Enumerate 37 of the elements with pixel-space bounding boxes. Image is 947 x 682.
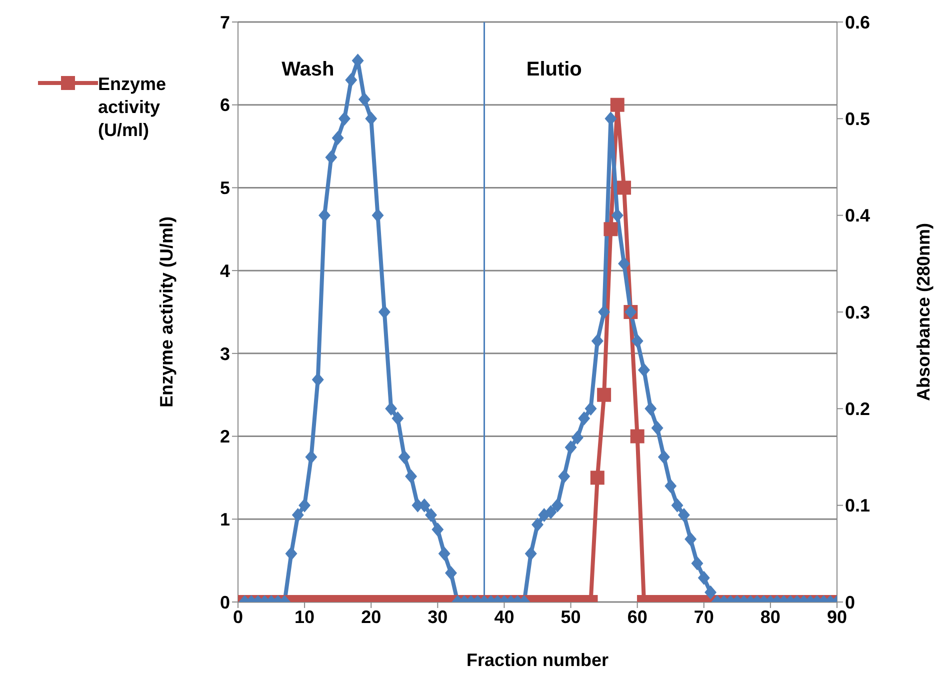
y-tick-label: 5: [220, 178, 230, 198]
point: [590, 470, 604, 485]
y-tick-label: 0: [220, 592, 230, 612]
y-tick-label: 1: [220, 510, 230, 530]
x-tick-label: 90: [826, 606, 848, 627]
x-tick-label: 80: [760, 606, 780, 627]
point: [610, 98, 624, 112]
x-tick-label: 20: [361, 606, 382, 627]
y-tick-label: 7: [220, 12, 230, 32]
y2-tick-label: 0.2: [845, 399, 870, 420]
x-tick-label: 60: [627, 606, 648, 627]
x-tick-label: 70: [694, 606, 714, 627]
legend-label: Enzyme activity (U/ml): [98, 73, 168, 142]
annotation: Elutio: [526, 58, 582, 82]
x-tick-label: 50: [560, 606, 581, 627]
x-tick-label: 30: [428, 606, 448, 627]
point: [604, 222, 618, 236]
x-tick-label: 40: [494, 606, 514, 627]
y2-tick-label: 0.3: [845, 302, 870, 322]
point: [617, 180, 632, 195]
y-tick-label: 4: [220, 260, 230, 281]
point: [630, 429, 644, 444]
point: [597, 388, 612, 402]
y2-axis-title: Absorbance (280nm): [913, 222, 934, 402]
y2-tick-label: 0.5: [845, 109, 870, 130]
y-tick-label: 6: [220, 95, 230, 116]
x-tick-label: 10: [294, 606, 315, 627]
y2-tick-label: 0.4: [845, 206, 870, 226]
x-tick-label: 0: [232, 606, 244, 627]
annotation: Wash: [282, 58, 334, 82]
x-axis-title: Fraction number: [466, 650, 609, 670]
y-axis-title: Enzyme activity (U/ml): [156, 216, 176, 408]
y2-tick-label: 0.6: [845, 12, 870, 32]
y-tick-label: 3: [220, 344, 230, 364]
y-tick-label: 2: [220, 426, 230, 447]
y2-tick-label: 0.1: [845, 496, 870, 516]
y2-tick-label: 0: [845, 592, 856, 612]
